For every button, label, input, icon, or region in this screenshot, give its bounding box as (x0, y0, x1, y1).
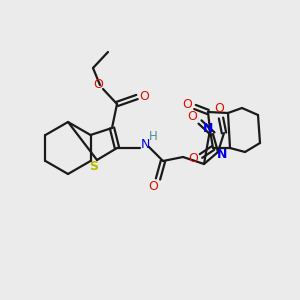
Text: N: N (203, 122, 213, 136)
Text: O: O (139, 89, 149, 103)
Text: O: O (188, 152, 198, 164)
Text: N: N (217, 148, 227, 160)
Text: N: N (140, 139, 150, 152)
Text: O: O (148, 179, 158, 193)
Text: S: S (89, 160, 98, 172)
Text: O: O (182, 98, 192, 112)
Text: O: O (214, 103, 224, 116)
Text: O: O (187, 110, 197, 124)
Text: O: O (93, 77, 103, 91)
Text: H: H (148, 130, 158, 143)
